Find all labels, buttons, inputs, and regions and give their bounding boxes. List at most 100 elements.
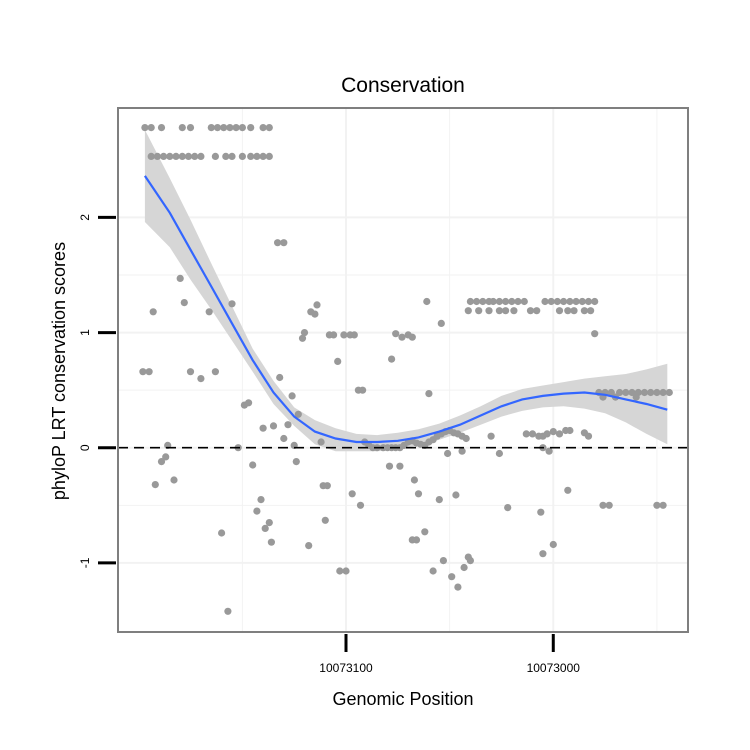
x-tick-label-1: 10073000 (527, 661, 581, 675)
data-point-176 (522, 430, 530, 438)
data-point-142 (473, 297, 481, 306)
y-axis-label: phyloP LRT conservation scores (49, 242, 69, 500)
data-point-211 (653, 501, 661, 509)
data-point-23 (211, 152, 219, 160)
data-point-22 (197, 152, 205, 160)
data-point-58 (269, 422, 278, 430)
data-point-47 (228, 300, 236, 308)
data-point-82 (342, 567, 350, 575)
data-point-67 (294, 410, 302, 418)
data-point-70 (305, 542, 313, 550)
data-point-74 (317, 438, 325, 446)
data-point-4 (186, 124, 195, 132)
panel-border (117, 107, 689, 633)
data-point-177 (528, 430, 537, 438)
data-point-167 (533, 307, 541, 315)
data-point-205 (665, 388, 673, 397)
data-point-77 (321, 516, 329, 524)
data-point-121 (408, 333, 416, 341)
data-point-133 (444, 449, 452, 458)
data-point-76 (323, 482, 331, 490)
data-point-14 (147, 152, 155, 160)
data-point-209 (599, 501, 607, 509)
data-point-173 (487, 432, 495, 440)
data-point-151 (464, 307, 472, 315)
data-point-21 (191, 152, 199, 160)
data-point-118 (392, 330, 400, 338)
x-tick-label-0: 10073100 (319, 661, 373, 675)
data-point-12 (259, 124, 267, 132)
data-point-19 (178, 152, 186, 160)
data-point-198 (622, 388, 630, 397)
data-point-1 (147, 124, 155, 132)
data-point-37 (151, 481, 159, 489)
data-point-5 (207, 124, 215, 132)
data-point-154 (495, 307, 503, 315)
panel-frame-layer (117, 107, 689, 633)
data-point-35 (157, 458, 166, 466)
data-point-204 (659, 388, 667, 397)
data-point-62 (280, 434, 288, 443)
data-point-86 (348, 490, 356, 498)
data-point-81 (336, 567, 344, 575)
data-point-161 (566, 297, 574, 306)
y-tick-label-1: 0 (78, 444, 92, 451)
data-point-88 (359, 386, 367, 394)
smooth-line (143, 175, 668, 444)
data-point-53 (257, 496, 265, 504)
data-point-203 (653, 388, 661, 397)
data-point-124 (414, 490, 423, 498)
data-point-43 (205, 308, 213, 316)
data-point-89 (356, 501, 365, 509)
confidence-band-layer (144, 129, 668, 452)
data-point-117 (388, 355, 396, 363)
chart-title: Conservation (341, 74, 465, 97)
data-point-72 (311, 310, 319, 318)
data-point-140 (466, 557, 474, 565)
data-point-184 (555, 430, 564, 438)
data-point-57 (259, 424, 267, 432)
data-point-165 (591, 297, 599, 306)
data-point-52 (253, 507, 261, 515)
data-point-182 (545, 447, 553, 455)
data-point-199 (628, 388, 636, 397)
data-point-170 (570, 307, 578, 315)
data-point-158 (547, 297, 555, 306)
data-point-193 (591, 330, 599, 338)
axis-layer: -1 0 1 2 10073100 10073000 (78, 214, 580, 675)
data-point-134 (448, 573, 456, 581)
data-point-15 (153, 152, 161, 160)
data-point-85 (350, 331, 358, 339)
data-point-69 (300, 329, 309, 337)
data-point-8 (226, 124, 234, 132)
data-point-79 (330, 331, 338, 339)
data-point-51 (249, 461, 257, 469)
data-point-162 (572, 297, 580, 306)
data-point-27 (247, 152, 255, 160)
data-point-137 (458, 447, 466, 455)
data-point-166 (526, 307, 535, 315)
smooth-line-layer (143, 175, 668, 444)
data-point-168 (555, 307, 564, 315)
data-point-73 (313, 301, 321, 309)
data-point-175 (504, 504, 512, 512)
data-point-80 (334, 357, 342, 365)
data-point-131 (437, 319, 445, 327)
data-point-25 (228, 152, 236, 160)
data-point-61 (276, 373, 284, 382)
data-point-40 (180, 299, 188, 307)
data-point-3 (178, 124, 186, 132)
data-point-155 (502, 307, 510, 315)
data-point-39 (176, 274, 184, 282)
data-point-153 (485, 307, 493, 315)
data-point-132 (439, 557, 447, 565)
data-point-189 (549, 540, 557, 549)
data-point-114 (462, 434, 470, 443)
data-point-152 (475, 307, 483, 315)
data-point-29 (259, 152, 267, 160)
data-point-192 (584, 432, 593, 440)
data-point-16 (160, 152, 168, 160)
data-point-197 (616, 388, 624, 397)
data-point-202 (647, 388, 655, 397)
